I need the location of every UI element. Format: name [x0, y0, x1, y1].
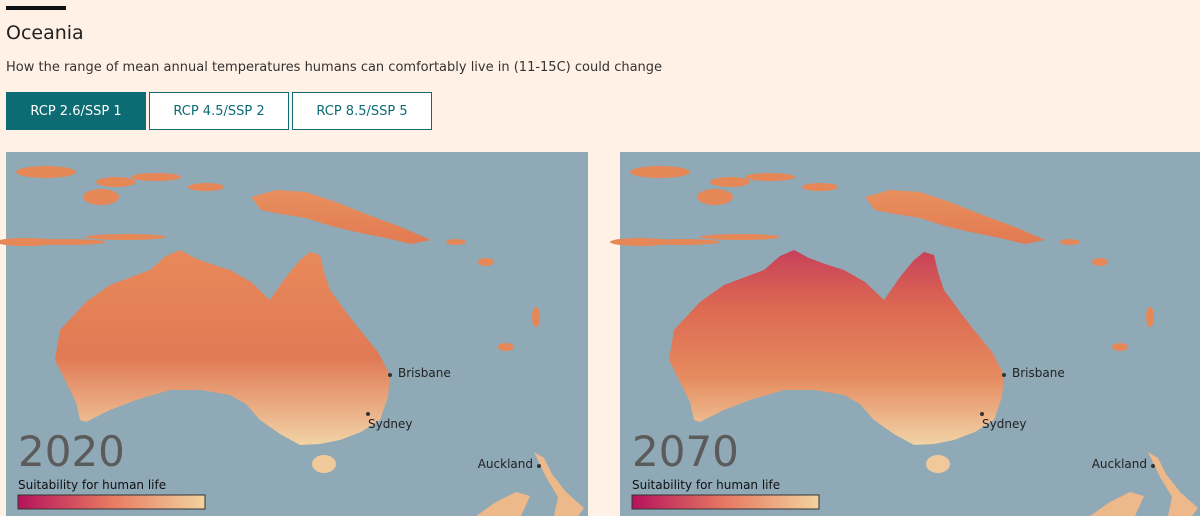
legend-title: Suitability for human life: [632, 478, 780, 492]
legend-bar: [17, 494, 206, 510]
australia: [55, 250, 390, 445]
island: [83, 189, 119, 205]
island: [86, 234, 166, 240]
new-zealand: [476, 452, 584, 516]
island: [532, 307, 540, 327]
tab[interactable]: RCP 4.5/SSP 2: [149, 92, 289, 130]
island: [802, 183, 838, 191]
city-label: Brisbane: [398, 366, 451, 380]
island: [1092, 258, 1108, 266]
title: Oceania: [6, 22, 84, 44]
island: [700, 234, 780, 240]
city-label: Sydney: [982, 417, 1026, 431]
island: [96, 177, 136, 187]
city-label: Brisbane: [1012, 366, 1065, 380]
map-panel: Brisbane Sydney Auckland 2070 Suitability fo…: [610, 152, 1200, 516]
tasmania: [926, 455, 950, 473]
island: [26, 239, 106, 245]
island: [188, 183, 224, 191]
island: [1060, 239, 1080, 245]
island: [1112, 343, 1128, 351]
city-dot: [980, 412, 984, 416]
island: [478, 258, 494, 266]
tab[interactable]: RCP 2.6/SSP 1: [6, 92, 146, 130]
city-label: Auckland: [1092, 457, 1147, 471]
new-guinea: [251, 190, 431, 244]
city-dot: [366, 412, 370, 416]
new-zealand: [1090, 452, 1198, 516]
island: [1146, 307, 1154, 327]
year: 2070: [632, 427, 739, 476]
city-dot: [537, 464, 541, 468]
city-label: Sydney: [368, 417, 412, 431]
island: [745, 173, 795, 181]
new-guinea: [865, 190, 1045, 244]
city-dot: [388, 373, 392, 377]
island: [697, 189, 733, 205]
island: [16, 166, 76, 178]
island: [498, 343, 514, 351]
maps: Brisbane Sydney Auckland 2020 Suitability fo…: [0, 152, 1200, 516]
island: [640, 239, 720, 245]
island: [446, 239, 466, 245]
tasmania: [312, 455, 336, 473]
city-dot: [1002, 373, 1006, 377]
island: [630, 166, 690, 178]
subtitle: How the range of mean annual temperature…: [6, 60, 663, 75]
city-dot: [1151, 464, 1155, 468]
tab[interactable]: RCP 8.5/SSP 5: [292, 92, 432, 130]
top-rule: [6, 6, 66, 10]
australia: [669, 250, 1004, 445]
island: [131, 173, 181, 181]
legend-bar: [631, 494, 820, 510]
year: 2020: [18, 427, 125, 476]
island: [710, 177, 750, 187]
legend-title: Suitability for human life: [18, 478, 166, 492]
city-label: Auckland: [478, 457, 533, 471]
map-panel: Brisbane Sydney Auckland 2020 Suitability fo…: [0, 152, 588, 516]
